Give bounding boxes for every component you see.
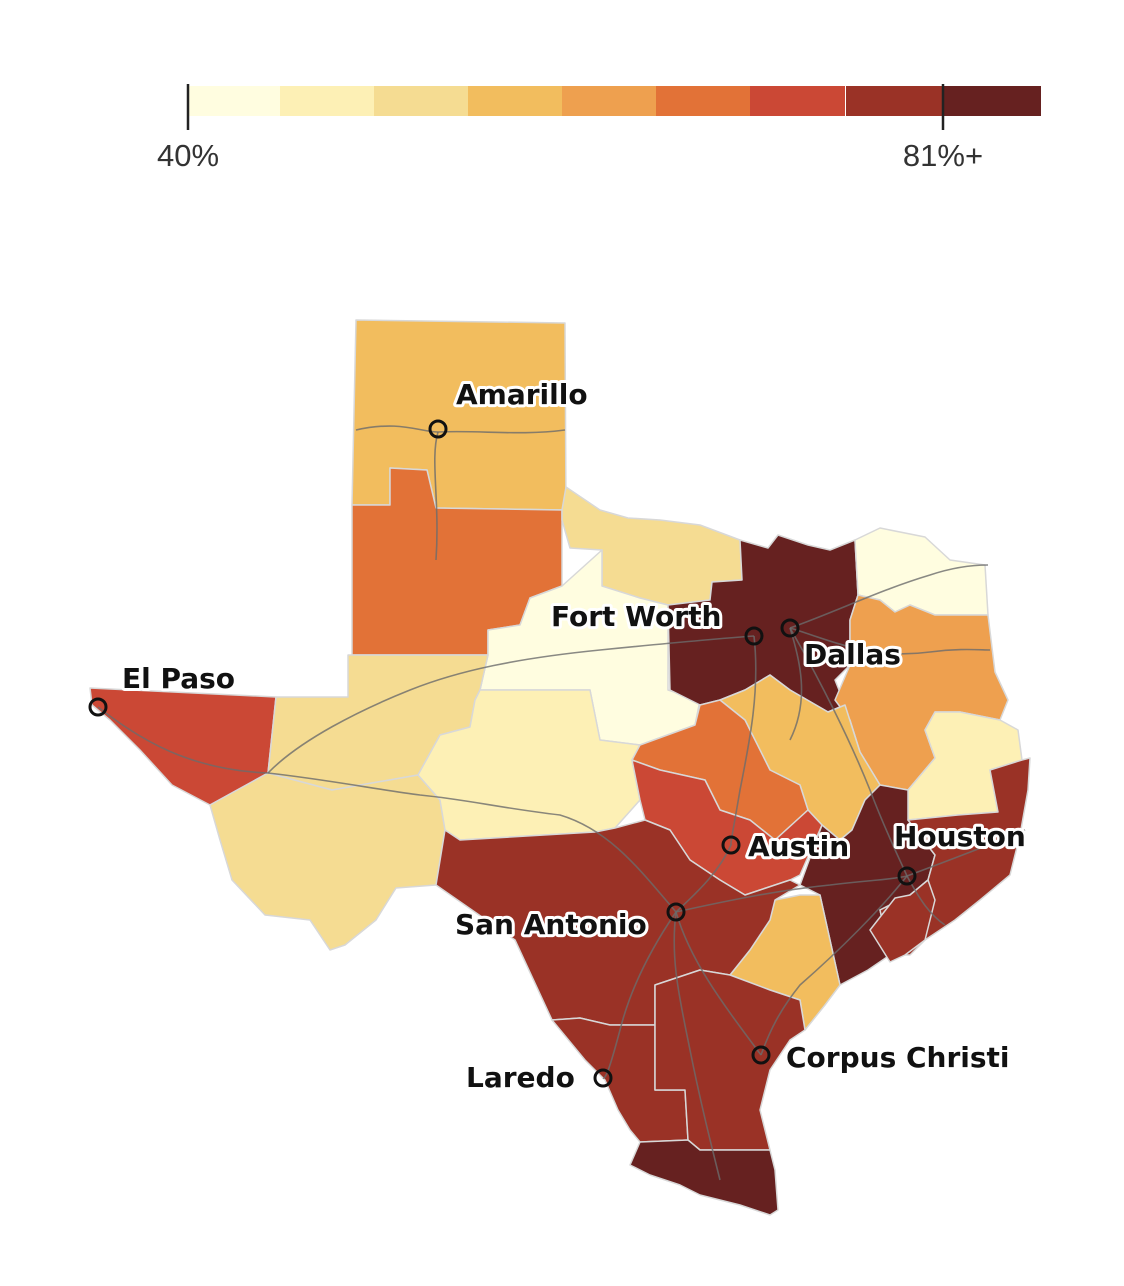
legend-swatch-6 (656, 86, 751, 116)
region-big-bend (209, 772, 446, 951)
legend-max-label: 81%+ (902, 138, 984, 173)
legend-swatch-8 (846, 86, 943, 116)
highway-i45 (789, 627, 946, 926)
highway-i40 (355, 425, 566, 434)
city-label-houston: Houston (894, 820, 1026, 853)
highway-i10-west (97, 706, 677, 913)
highway-i20-east (789, 627, 991, 655)
legend-swatch-3 (374, 86, 469, 116)
highway-i27 (434, 431, 439, 561)
color-legend: 40% 81%+ (0, 0, 1124, 200)
city-marker-laredo (593, 1068, 613, 1088)
city-marker-fort-worth (744, 626, 764, 646)
highway-i35 (602, 635, 757, 1079)
highway-i10-east (675, 829, 1026, 913)
highway-us59 (760, 875, 908, 1056)
city-label-san-antonio: San Antonio (455, 908, 647, 941)
legend-swatch-7 (750, 86, 845, 116)
city-marker-corpus-christi (751, 1045, 771, 1065)
city-marker-dallas (780, 618, 800, 638)
highway-i37 (675, 911, 762, 1056)
legend-swatch-5 (562, 86, 657, 116)
city-label-amarillo: Amarillo (456, 378, 588, 411)
highway-i35e (789, 627, 803, 741)
city-label-corpus-christi: Corpus Christi (786, 1041, 1010, 1074)
legend-min-label: 40% (156, 138, 220, 173)
region-rio-grande-valley (629, 1139, 779, 1216)
legend-swatch-2 (280, 86, 375, 116)
legend-scale (186, 84, 1041, 130)
highway-i30 (789, 564, 989, 629)
highway-us281 (673, 911, 721, 1181)
region-corpus-christi (654, 969, 806, 1151)
highways (97, 425, 1026, 1181)
city-marker-amarillo (428, 419, 448, 439)
city-marker-el-paso (88, 697, 108, 717)
city-label-fort-worth: Fort Worth (551, 600, 721, 633)
city-label-laredo: Laredo (466, 1061, 575, 1094)
city-label-el-paso: El Paso (122, 662, 235, 695)
city-marker-austin (721, 835, 741, 855)
legend-swatch-1 (188, 86, 283, 116)
region-panhandle-north (351, 319, 567, 511)
city-marker-houston (897, 866, 917, 886)
cities: Amarillo Fort Worth Dallas El Paso Austi… (88, 375, 1029, 1097)
legend-swatch-4 (468, 86, 563, 116)
city-marker-san-antonio (666, 902, 686, 922)
city-label-dallas: Dallas (804, 638, 901, 671)
city-label-austin: Austin (748, 830, 849, 863)
region-galveston (869, 879, 936, 963)
highway-i20 (267, 635, 755, 774)
legend-swatch-9 (942, 86, 1041, 116)
